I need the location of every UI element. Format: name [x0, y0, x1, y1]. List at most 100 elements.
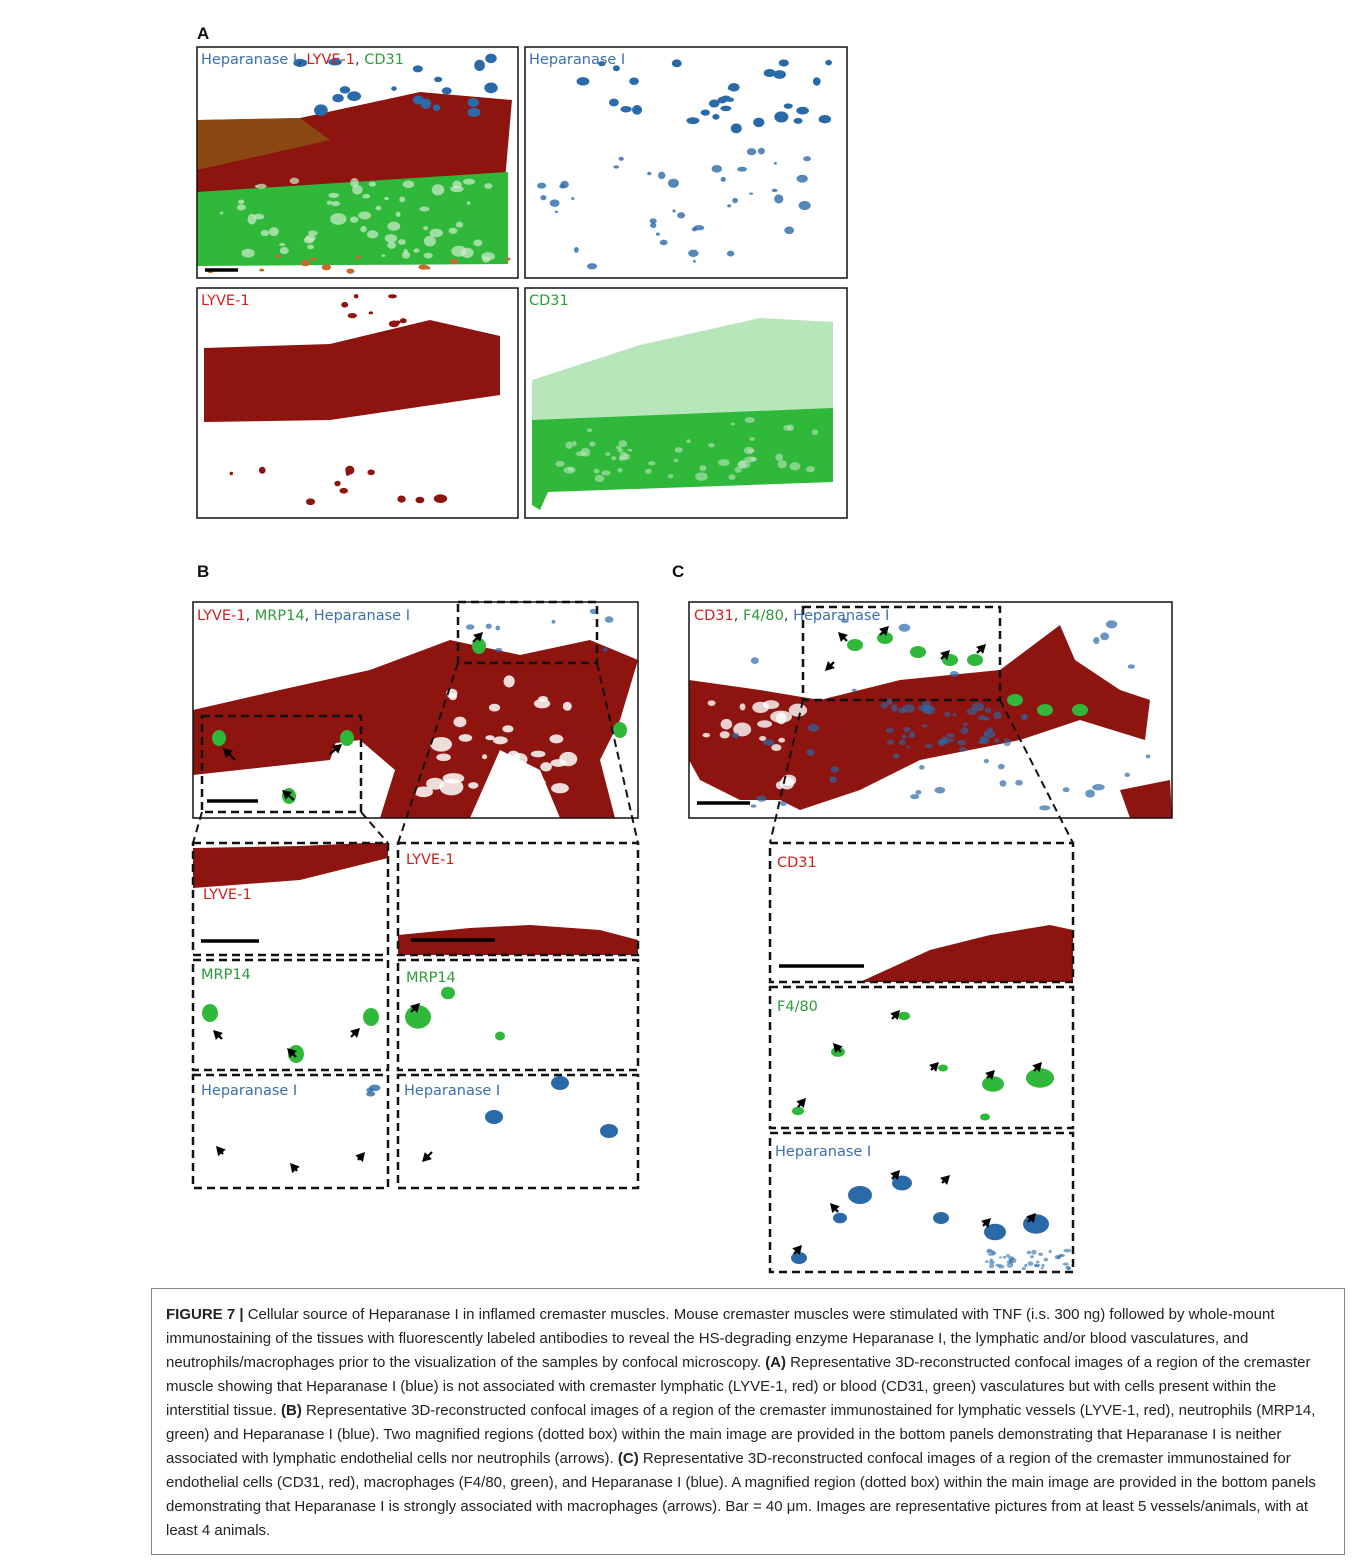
cell	[348, 313, 357, 318]
cell	[601, 470, 610, 475]
cell	[1058, 1254, 1062, 1257]
cell	[777, 460, 786, 468]
label-segment: ,	[355, 52, 364, 68]
macrophage	[1072, 704, 1088, 716]
cell	[534, 699, 550, 708]
image-label: CD31	[777, 853, 817, 873]
cell	[950, 671, 959, 677]
cell	[384, 197, 389, 200]
cell	[330, 213, 346, 225]
cell	[301, 260, 311, 266]
cell	[799, 201, 811, 210]
cell	[994, 739, 999, 743]
cell	[812, 429, 818, 434]
image-label: LYVE-1, MRP14, Heparanase I	[197, 606, 410, 626]
cell	[347, 91, 361, 101]
cell	[456, 222, 463, 228]
cell	[495, 766, 506, 778]
cell	[419, 207, 429, 212]
cell	[771, 744, 781, 751]
heparanase-cell	[551, 1076, 569, 1090]
image-label: MRP14	[201, 965, 251, 985]
cell	[259, 467, 266, 474]
cell	[341, 302, 348, 308]
cell	[352, 185, 363, 195]
cell	[605, 616, 614, 623]
cell	[721, 177, 726, 182]
cell	[720, 106, 731, 112]
cell	[415, 497, 424, 504]
cell	[924, 705, 935, 714]
cell	[686, 439, 690, 443]
image-content	[193, 602, 638, 818]
neutrophil	[363, 1008, 379, 1026]
cell	[732, 198, 738, 203]
cell	[764, 69, 776, 77]
cell	[728, 86, 735, 90]
heparanase-cell	[1023, 1214, 1049, 1234]
cell	[1067, 1267, 1071, 1270]
cell	[793, 118, 802, 124]
image-label: CD31	[529, 291, 569, 311]
cell	[439, 779, 463, 796]
cell	[978, 740, 983, 744]
cell	[362, 194, 370, 199]
neutrophil	[202, 1004, 218, 1022]
cell	[495, 625, 500, 630]
cell	[1024, 1264, 1027, 1267]
label-segment: CD31	[364, 52, 404, 68]
cell	[448, 228, 457, 234]
cell	[757, 795, 767, 801]
cell	[279, 243, 285, 246]
cell	[613, 165, 619, 168]
macrophage	[847, 639, 863, 651]
cell	[770, 711, 792, 723]
cell	[619, 157, 624, 161]
cell	[773, 70, 786, 79]
cell	[385, 234, 397, 243]
cell	[737, 167, 747, 172]
cell	[259, 269, 264, 272]
cell	[461, 248, 474, 258]
cell	[540, 195, 546, 200]
cell	[504, 675, 515, 687]
cell	[740, 703, 746, 710]
image-label: LYVE-1	[201, 291, 250, 311]
label-segment: Heparanase I	[201, 52, 297, 68]
cell	[1003, 738, 1010, 746]
figure-caption: FIGURE 7 | Cellular source of Heparanase…	[151, 1288, 1345, 1555]
cell	[959, 747, 967, 752]
cell	[220, 212, 223, 215]
cell	[961, 727, 969, 734]
cell	[332, 94, 343, 102]
cell	[507, 751, 520, 764]
cell	[247, 214, 256, 225]
cell	[987, 728, 993, 732]
image-content	[525, 288, 847, 518]
cell	[747, 148, 757, 155]
cell	[468, 782, 478, 789]
cell	[1022, 1267, 1026, 1270]
cell	[473, 240, 482, 247]
cell	[693, 260, 696, 263]
cell	[925, 744, 933, 748]
cell	[780, 801, 787, 806]
cell	[574, 247, 579, 253]
cell	[993, 711, 1001, 719]
cell	[796, 107, 809, 115]
cell	[619, 456, 623, 460]
cell	[720, 731, 730, 738]
cell	[750, 457, 756, 461]
cell	[595, 475, 605, 482]
cell	[1041, 1264, 1044, 1267]
neutrophil	[340, 730, 354, 746]
cell	[813, 77, 821, 85]
cell	[423, 226, 428, 230]
cell	[1063, 787, 1070, 792]
cell	[322, 264, 331, 270]
image-label: LYVE-1	[203, 885, 252, 905]
cell	[1146, 754, 1151, 758]
cell	[672, 209, 675, 212]
cell	[280, 247, 289, 254]
label-segment: F4/80	[743, 608, 784, 624]
